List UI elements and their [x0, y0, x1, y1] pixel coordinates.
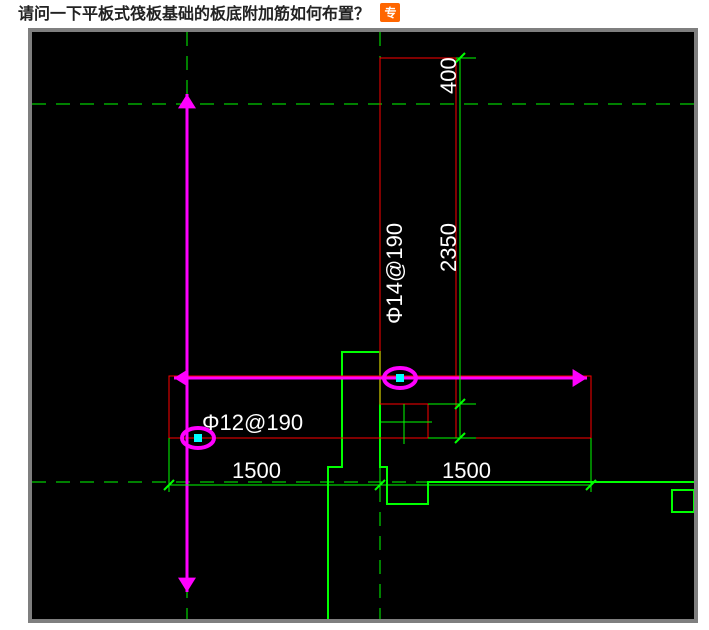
- cad-drawing-canvas: 1500 1500 Φ12@190 Φ14@190 2350 400: [28, 28, 698, 623]
- dim-label: Φ14@190: [382, 223, 407, 324]
- arrowhead: [178, 94, 196, 108]
- expert-badge: 专: [380, 3, 400, 22]
- grip-handle[interactable]: [194, 434, 202, 442]
- question-title: 请问一下平板式筏板基础的板底附加筋如何布置？ 专: [18, 0, 400, 24]
- title-text: 请问一下平板式筏板基础的板底附加筋如何布置？: [18, 6, 370, 23]
- arrowhead: [178, 578, 196, 592]
- dim-label: 400: [436, 57, 461, 94]
- arrowhead: [573, 369, 587, 387]
- dim-label: 1500: [442, 458, 491, 483]
- stub-outline: [672, 490, 694, 512]
- grip-handle[interactable]: [396, 374, 404, 382]
- dim-label: 1500: [232, 458, 281, 483]
- dim-label: Φ12@190: [202, 410, 303, 435]
- cad-svg: 1500 1500 Φ12@190 Φ14@190 2350 400: [32, 32, 694, 619]
- dim-label: 2350: [436, 223, 461, 272]
